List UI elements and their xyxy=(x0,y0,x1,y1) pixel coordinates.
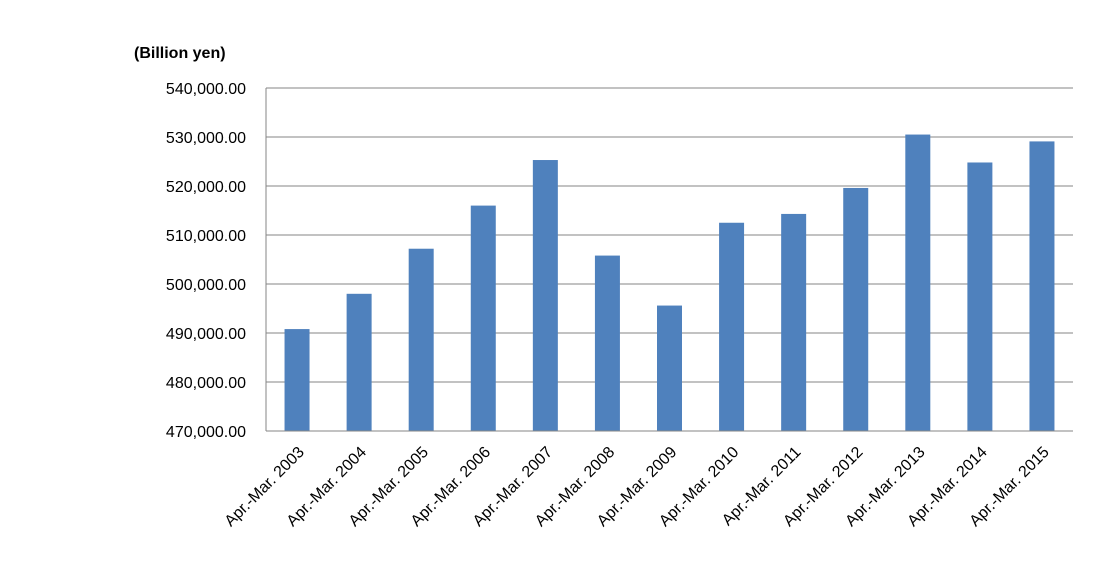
bars xyxy=(284,134,1055,432)
y-tick-label: 530,000.00 xyxy=(166,130,246,147)
bar xyxy=(719,222,745,431)
bar xyxy=(781,213,807,431)
bar xyxy=(657,305,682,431)
y-tick-label: 520,000.00 xyxy=(166,179,246,196)
y-tick-label: 480,000.00 xyxy=(166,375,246,392)
bar xyxy=(470,205,496,431)
bar xyxy=(284,329,310,431)
y-tick-label: 470,000.00 xyxy=(166,424,246,441)
gridlines xyxy=(266,87,1073,383)
y-tick-label: 500,000.00 xyxy=(166,277,246,294)
bar xyxy=(843,187,869,431)
bar xyxy=(967,162,993,432)
bar xyxy=(532,160,558,431)
unit-label: (Billion yen) xyxy=(134,45,226,62)
y-tick-label: 490,000.00 xyxy=(166,326,246,343)
y-tick-label: 540,000.00 xyxy=(166,81,246,98)
bar xyxy=(1029,141,1055,431)
y-axis-tick-labels: 470,000.00 480,000.00 490,000.00 500,000.00… xyxy=(166,81,246,441)
y-tick-label: 510,000.00 xyxy=(166,228,246,245)
bar xyxy=(594,255,620,431)
bar xyxy=(346,293,372,431)
bar xyxy=(905,134,931,432)
bar xyxy=(408,248,434,431)
